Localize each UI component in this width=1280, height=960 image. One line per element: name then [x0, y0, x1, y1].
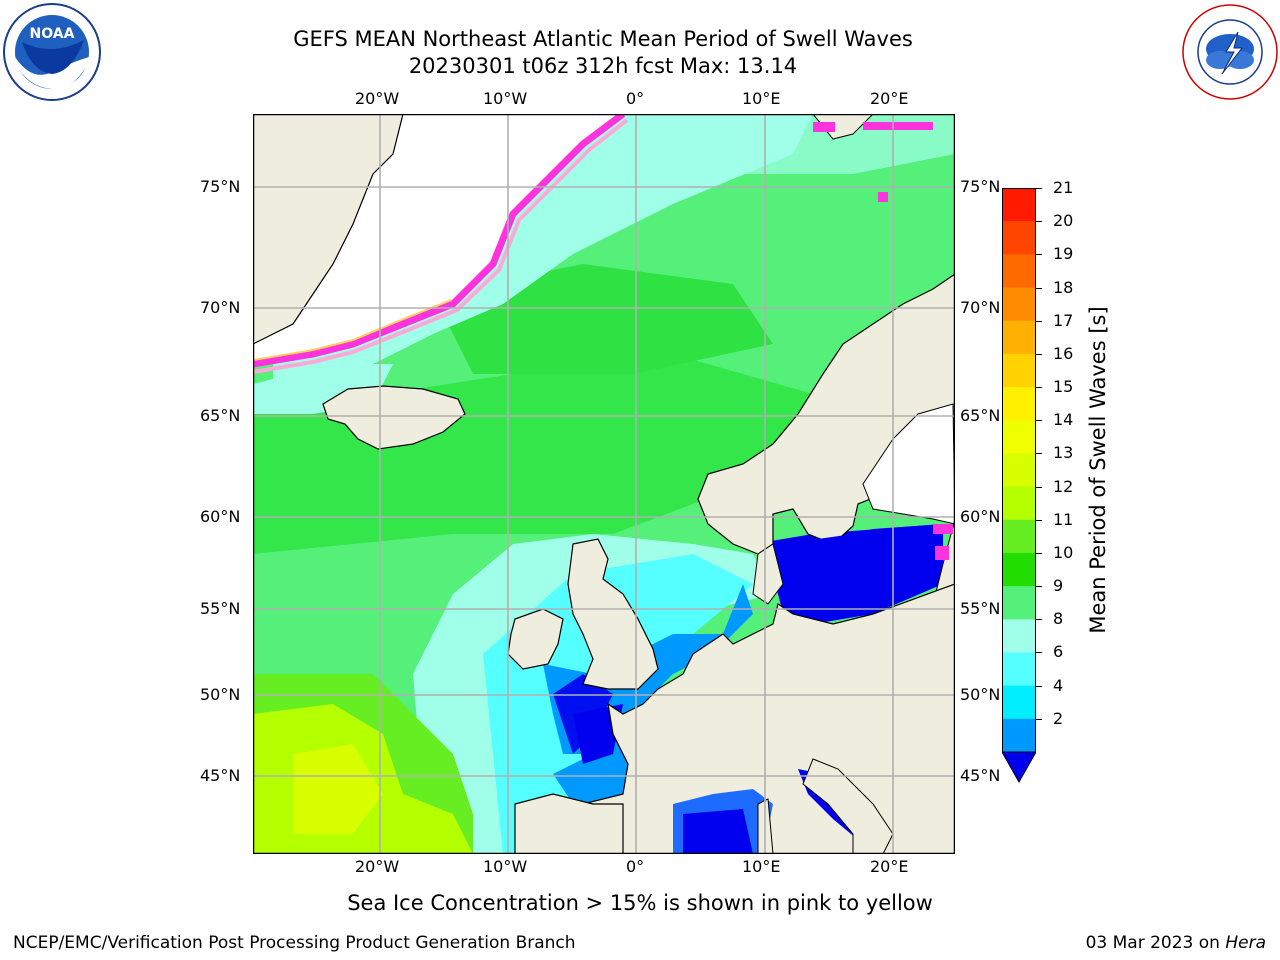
- lat-label-left: 65°N: [200, 406, 241, 425]
- colorbar-segment: [1002, 718, 1036, 753]
- footer-credit: NCEP/EMC/Verification Post Processing Pr…: [13, 933, 576, 953]
- colorbar-tick-label: 19: [1053, 244, 1074, 264]
- colorbar-tick-label: 21: [1053, 178, 1074, 197]
- sea-ice-note: Sea Ice Concentration > 15% is shown in …: [0, 891, 1280, 915]
- colorbar-tick-label: 4: [1053, 675, 1064, 695]
- colorbar-segment: [1002, 188, 1036, 222]
- lon-label-top: 20°E: [870, 89, 909, 108]
- colorbar-segment: [1002, 420, 1036, 454]
- colorbar-segment: [1002, 353, 1036, 388]
- colorbar-tick-label: 15: [1053, 377, 1074, 397]
- graticule: [253, 114, 955, 854]
- colorbar-segment: [1002, 685, 1036, 720]
- lat-label-left: 70°N: [200, 298, 241, 317]
- iceland-land: [322, 385, 466, 450]
- colorbar-tick-label: 12: [1053, 476, 1074, 496]
- colorbar-tick-label: 16: [1053, 343, 1074, 363]
- sea-ice-note-text: Sea Ice Concentration > 15% is shown in …: [347, 891, 933, 915]
- colorbar-segment: [1002, 519, 1036, 554]
- colorbar-tick: [1036, 519, 1042, 521]
- lon-label-bottom: 20°E: [870, 857, 909, 876]
- footer-host: Hera: [1225, 933, 1266, 953]
- colorbar-tick-label: 13: [1053, 443, 1074, 463]
- lon-label-top: 10°E: [742, 89, 781, 108]
- footer-date-text: 03 Mar 2023 on: [1085, 933, 1226, 953]
- nws-logo: [1180, 2, 1280, 102]
- colorbar-segment: [1002, 287, 1036, 322]
- colorbar-segment: [1002, 486, 1036, 521]
- colorbar-tick: [1036, 586, 1042, 588]
- colorbar-tick: [1036, 420, 1042, 422]
- lat-label-right: 50°N: [960, 685, 1001, 704]
- lon-label-bottom: 0°: [626, 857, 645, 876]
- colorbar-segment: [1002, 320, 1036, 355]
- lon-label-bottom: 10°W: [483, 857, 528, 876]
- colorbar-segment: [1002, 552, 1036, 587]
- colorbar-tick-label: 2: [1053, 708, 1064, 728]
- lat-label-left: 55°N: [200, 599, 241, 618]
- colorbar-tick: [1036, 254, 1042, 256]
- colorbar-segment: [1002, 387, 1036, 421]
- lon-label-bottom: 20°W: [355, 857, 400, 876]
- lat-label-right: 75°N: [960, 177, 1001, 196]
- colorbar-outline: [1002, 188, 1036, 753]
- lat-label-right: 65°N: [960, 406, 1001, 425]
- colorbar-segment: [1002, 254, 1036, 289]
- colorbar-tick: [1036, 685, 1042, 687]
- lat-label-right: 45°N: [960, 766, 1001, 785]
- colorbar-tick: [1036, 287, 1042, 289]
- lon-label-bottom: 10°E: [742, 857, 781, 876]
- colorbar-tick-label: 14: [1053, 410, 1074, 430]
- colorbar-segment: [1002, 453, 1036, 488]
- colorbar-tick-label: 6: [1053, 642, 1064, 662]
- colorbar-tick: [1036, 486, 1042, 488]
- colorbar-tick-label: 18: [1053, 277, 1074, 297]
- colorbar-tick: [1036, 718, 1042, 720]
- colorbar-tick-label: 8: [1053, 609, 1064, 629]
- colorbar-tick-label: 17: [1053, 310, 1074, 330]
- lat-label-right: 55°N: [960, 599, 1001, 618]
- colorbar-tick: [1036, 652, 1042, 654]
- lat-label-right: 60°N: [960, 507, 1001, 526]
- colorbar-extend-arrow: [1001, 751, 1037, 784]
- colorbar-tick-label: 11: [1053, 509, 1074, 529]
- colorbar-tick: [1036, 453, 1042, 455]
- colorbar-tick: [1036, 619, 1042, 621]
- colorbar: [1001, 188, 1037, 784]
- colorbar-tick: [1036, 221, 1042, 223]
- map-canvas: [252, 113, 956, 855]
- lon-label-top: 20°W: [355, 89, 400, 108]
- colorbar-tick-label: 10: [1053, 542, 1074, 562]
- page-subtitle: 20230301 t06z 312h fcst Max: 13.14: [408, 54, 798, 78]
- colorbar-segment: [1002, 619, 1036, 653]
- footer-date: 03 Mar 2023 on Hera: [1086, 933, 1266, 953]
- lat-label-left: 50°N: [200, 685, 241, 704]
- lon-label-top: 0°: [626, 89, 645, 108]
- lat-label-left: 60°N: [200, 507, 241, 526]
- colorbar-tick: [1036, 320, 1042, 322]
- colorbar-segment: [1002, 586, 1036, 620]
- lat-label-right: 70°N: [960, 298, 1001, 317]
- colorbar-label: Mean Period of Swell Waves [s]: [1086, 306, 1110, 634]
- page-title: GEFS MEAN Northeast Atlantic Mean Period…: [293, 27, 913, 51]
- ireland-land: [507, 608, 564, 670]
- lat-label-left: 75°N: [200, 177, 241, 196]
- colorbar-segment: [1002, 652, 1036, 687]
- colorbar-tick-label: 9: [1053, 576, 1064, 596]
- lon-label-top: 10°W: [483, 89, 528, 108]
- swell-period-map: [252, 113, 956, 855]
- colorbar-tick: [1036, 387, 1042, 389]
- colorbar-tick: [1036, 188, 1042, 189]
- colorbar-tick: [1036, 552, 1042, 554]
- noaa-logo-text: NOAA: [30, 26, 75, 42]
- colorbar-tick-label: 20: [1053, 211, 1074, 231]
- colorbar-tick: [1036, 353, 1042, 355]
- colorbar-segment: [1002, 221, 1036, 255]
- noaa-logo: NOAA: [2, 2, 102, 102]
- lat-label-left: 45°N: [200, 766, 241, 785]
